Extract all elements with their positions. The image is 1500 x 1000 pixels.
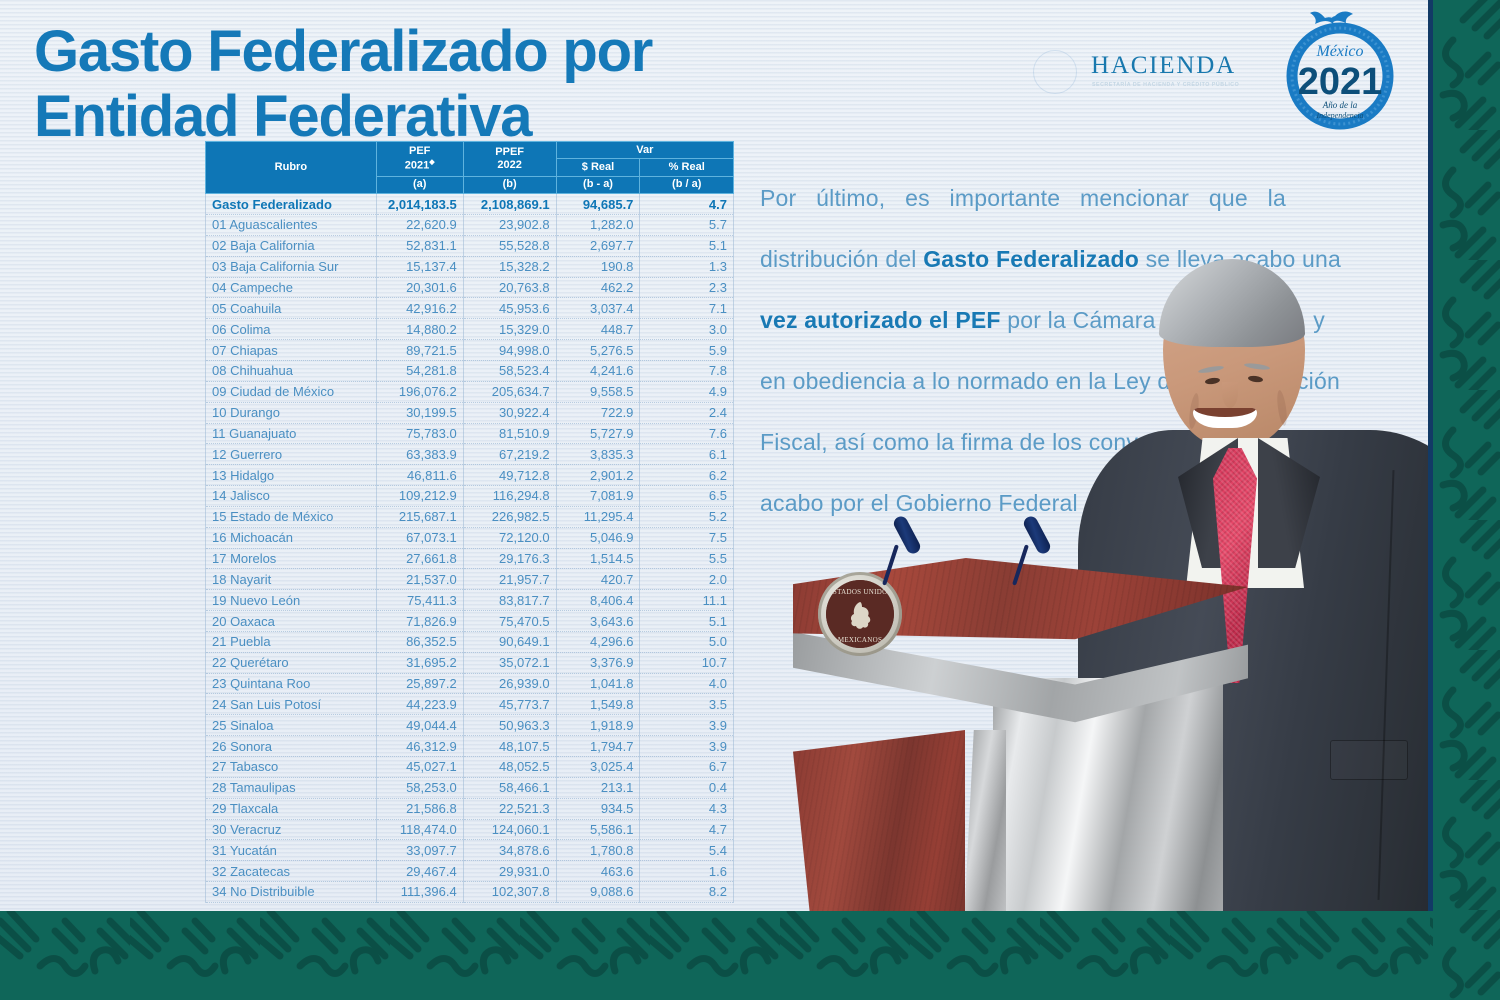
- svg-text:ESTADOS UNIDOS: ESTADOS UNIDOS: [828, 588, 891, 596]
- svg-text:MEXICANOS: MEXICANOS: [838, 636, 882, 644]
